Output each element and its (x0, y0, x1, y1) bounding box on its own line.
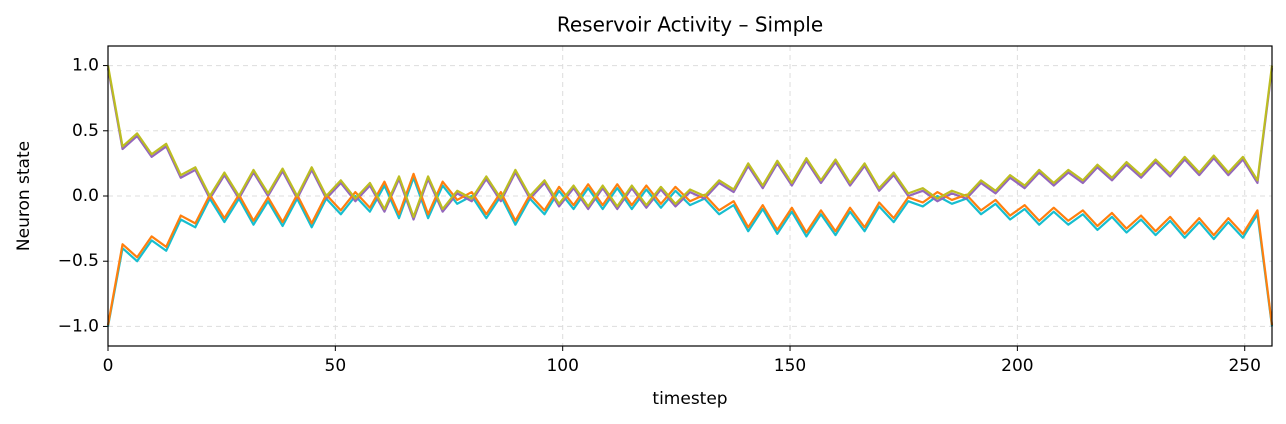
plot-frame (107, 45, 1273, 347)
x-tick-label: 150 (774, 356, 806, 376)
x-axis-label: timestep (652, 389, 727, 409)
chart-title: Reservoir Activity – Simple (557, 13, 823, 37)
y-axis-label: Neuron state (14, 141, 34, 251)
series-line (106, 67, 1274, 221)
series-line (106, 172, 1274, 326)
y-tick-label: 0.5 (72, 121, 99, 141)
y-tick-label: 1.0 (72, 56, 99, 76)
x-tick-label: 100 (546, 356, 578, 376)
y-tick-label: −1.0 (58, 316, 99, 336)
y-tick-label: 0.0 (72, 186, 99, 206)
series-line (106, 65, 1274, 218)
y-tick-label: −0.5 (58, 251, 99, 271)
series-line (106, 176, 1274, 327)
x-tick-label: 0 (103, 356, 114, 376)
x-tick-label: 50 (325, 356, 347, 376)
x-tick-label: 250 (1228, 356, 1260, 376)
x-tick-label: 200 (1001, 356, 1033, 376)
